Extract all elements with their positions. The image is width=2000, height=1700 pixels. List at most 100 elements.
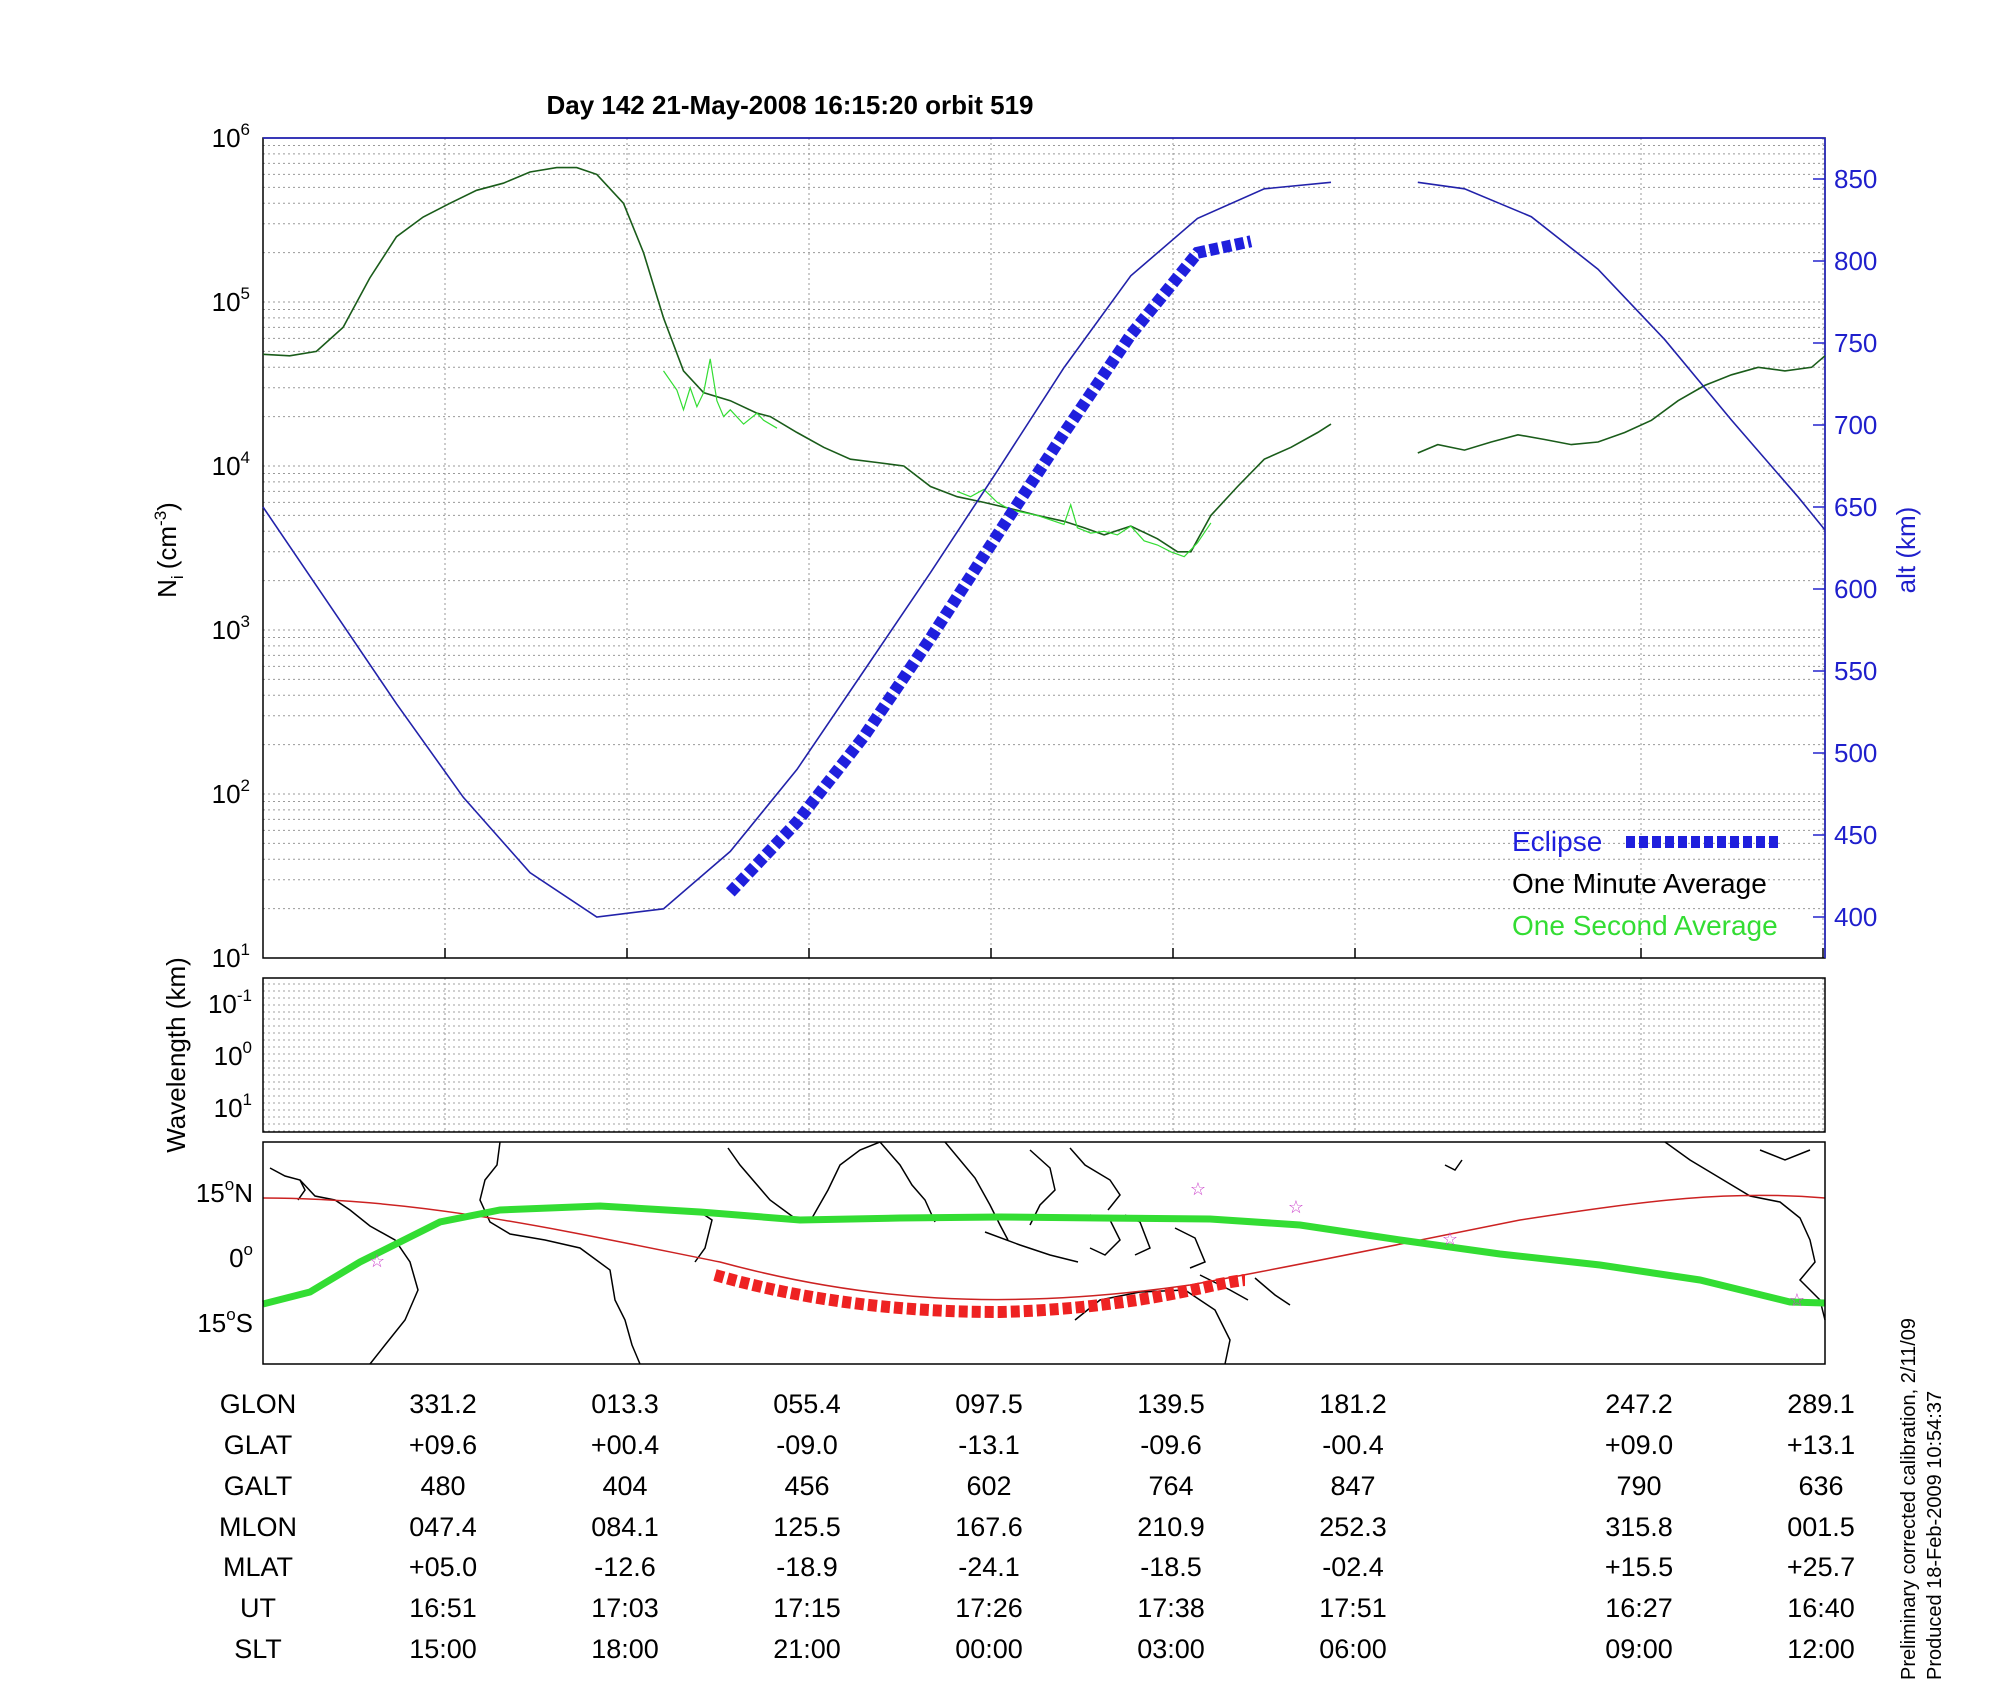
coastline: [1759, 1149, 1811, 1161]
right-tick-label: 800: [1834, 246, 1877, 276]
wavelength-tick-label: 100: [214, 1038, 252, 1071]
left-tick-label: 101: [212, 940, 250, 973]
svg-text:Wavelength (km): Wavelength (km): [161, 957, 191, 1153]
table-cell: 252.3: [1319, 1512, 1387, 1542]
coastline: [879, 1141, 936, 1223]
right-tick-label: 500: [1834, 738, 1877, 768]
table-cell: 139.5: [1137, 1389, 1205, 1419]
orbit-table: GLON GLAT GALT MLON MLAT UT SLT 331.2 +09.6 480 04…: [219, 1389, 1855, 1664]
svg-text:Ni(cm-3): Ni(cm-3): [151, 502, 187, 598]
right-tick-label: 550: [1834, 656, 1877, 686]
table-cell: -24.1: [958, 1552, 1020, 1582]
lat-tick-label: 15oS: [197, 1305, 253, 1338]
table-cell: 17:15: [773, 1593, 841, 1623]
map-markers: ☆ ☆ ☆ ☆ ☆: [369, 1179, 1805, 1310]
svg-text:Produced 18-Feb-2009 10:54:37: Produced 18-Feb-2009 10:54:37: [1924, 1391, 1946, 1680]
eclipse-track: [713, 1269, 1246, 1319]
table-cell: +15.5: [1605, 1552, 1673, 1582]
table-cell: 315.8: [1605, 1512, 1673, 1542]
series-alt: [262, 181, 1332, 918]
series-alt: [1417, 181, 1826, 531]
table-cell: -09.0: [776, 1430, 838, 1460]
table-cell: -12.6: [594, 1552, 656, 1582]
table-cell: -18.5: [1140, 1552, 1202, 1582]
table-cell: 03:00: [1137, 1634, 1205, 1664]
svg-text:Preliminary corrected calibrat: Preliminary corrected calibration, 2/11/…: [1898, 1318, 1920, 1680]
table-cell: 17:51: [1319, 1593, 1387, 1623]
coastline: [694, 1211, 713, 1263]
table-cell: -13.1: [958, 1430, 1020, 1460]
table-cell: 764: [1148, 1471, 1193, 1501]
right-tick-label: 600: [1834, 574, 1877, 604]
density-series: [262, 166, 1826, 918]
map-lat-ticks: 15oN 0o 15oS: [196, 1175, 253, 1338]
ground-track: [262, 1194, 1826, 1301]
star-marker: ☆: [1288, 1197, 1304, 1217]
table-cell: 404: [602, 1471, 647, 1501]
wavelength-y-ticks: 10-1 100 101: [208, 986, 252, 1123]
table-cell: 480: [420, 1471, 465, 1501]
chart-title: Day 142 21-May-2008 16:15:20 orbit 519: [546, 90, 1033, 120]
series-one-minute-average: [1417, 355, 1826, 454]
right-tick-label: 850: [1834, 164, 1877, 194]
table-cell: 097.5: [955, 1389, 1023, 1419]
wavelength-tick-label: 101: [214, 1090, 252, 1123]
coastline: [944, 1141, 1009, 1241]
table-cell: 602: [966, 1471, 1011, 1501]
table-row-label: SLT: [234, 1634, 282, 1664]
table-row-label: MLON: [219, 1512, 297, 1542]
table-cell: 15:00: [409, 1634, 477, 1664]
coastline: [1069, 1147, 1121, 1211]
table-cell: -02.4: [1322, 1552, 1384, 1582]
legend-label-eclipse: Eclipse: [1512, 826, 1602, 857]
wavelength-tick-label: 10-1: [208, 986, 252, 1019]
table-cell: 17:38: [1137, 1593, 1205, 1623]
table-cell: 167.6: [955, 1512, 1023, 1542]
table-cell: +25.7: [1787, 1552, 1855, 1582]
table-cell: 18:00: [591, 1634, 659, 1664]
series-one-minute-average: [262, 166, 1332, 553]
table-cell: 00:00: [955, 1634, 1023, 1664]
coastline: [984, 1231, 1079, 1263]
star-marker: ☆: [1789, 1290, 1805, 1310]
table-cell: 17:03: [591, 1593, 659, 1623]
produced-note: Produced 18-Feb-2009 10:54:37: [1924, 1391, 1946, 1680]
table-cell: 21:00: [773, 1634, 841, 1664]
table-row-label: GALT: [224, 1471, 293, 1501]
table-cell: 790: [1616, 1471, 1661, 1501]
coastline: [1029, 1149, 1056, 1226]
left-y-axis-label: Ni(cm-3): [151, 502, 187, 598]
table-cell: -00.4: [1322, 1430, 1384, 1460]
table-row-label: MLAT: [223, 1552, 293, 1582]
table-cell: 12:00: [1787, 1634, 1855, 1664]
table-cell: 09:00: [1605, 1634, 1673, 1664]
calibration-note: Preliminary corrected calibration, 2/11/…: [1898, 1318, 1920, 1680]
table-row-label: UT: [240, 1593, 276, 1623]
table-cell: 847: [1330, 1471, 1375, 1501]
table-cell: 456: [784, 1471, 829, 1501]
magnetic-equator-track: [262, 1202, 1826, 1308]
table-cell: 055.4: [773, 1389, 841, 1419]
series-eclipse: [725, 235, 1253, 897]
table-row-label: GLON: [220, 1389, 297, 1419]
table-cell: 331.2: [409, 1389, 477, 1419]
right-tick-label: 700: [1834, 410, 1877, 440]
wavelength-panel-frame: [262, 977, 1826, 1133]
right-tick-label: 750: [1834, 328, 1877, 358]
table-cell: 289.1: [1787, 1389, 1855, 1419]
table-cell: 125.5: [773, 1512, 841, 1542]
lat-tick-label: 15oN: [196, 1175, 253, 1208]
wavelength-axis-label: Wavelength (km): [161, 957, 191, 1153]
left-tick-label: 105: [212, 284, 250, 317]
table-cell: 210.9: [1137, 1512, 1205, 1542]
table-cell: +09.6: [409, 1430, 477, 1460]
table-cell: 06:00: [1319, 1634, 1387, 1664]
table-cell: 047.4: [409, 1512, 477, 1542]
right-tick-label: 450: [1834, 820, 1877, 850]
table-cell: +05.0: [409, 1552, 477, 1582]
star-marker: ☆: [1442, 1229, 1458, 1249]
svg-text:alt (km): alt (km): [1891, 507, 1921, 594]
table-cell: -09.6: [1140, 1430, 1202, 1460]
legend-label-second: One Second Average: [1512, 910, 1778, 941]
